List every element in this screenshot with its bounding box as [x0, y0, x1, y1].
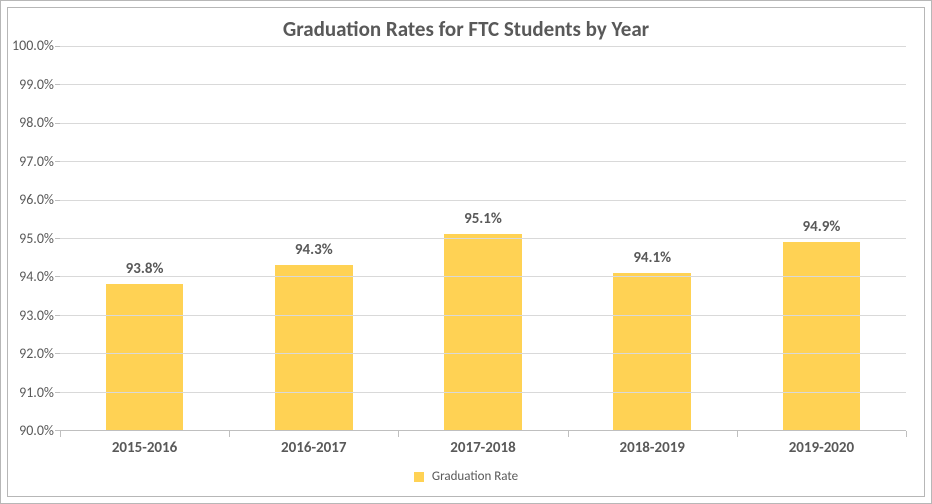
x-tick-label: 2015-2016 — [60, 439, 229, 457]
x-axis: 2015-20162016-20172017-20182018-20192019… — [8, 431, 924, 457]
grid-line — [60, 353, 906, 354]
x-tick-label: 2016-2017 — [229, 439, 398, 457]
bar: 94.9% — [783, 242, 861, 430]
grid-line — [60, 161, 906, 162]
grid-line — [60, 238, 906, 239]
y-tick-mark — [55, 200, 60, 201]
x-tick-mark — [398, 431, 399, 437]
grid-line — [60, 123, 906, 124]
x-tick-mark — [60, 431, 61, 437]
grid-line — [60, 200, 906, 201]
y-tick-mark — [55, 392, 60, 393]
bar-data-label: 94.9% — [803, 218, 841, 236]
y-tick-mark — [55, 276, 60, 277]
chart-title: Graduation Rates for FTC Students by Yea… — [8, 8, 924, 46]
y-tick-mark — [55, 46, 60, 47]
y-tick-mark — [55, 238, 60, 239]
x-axis-ticks: 2015-20162016-20172017-20182018-20192019… — [60, 439, 906, 457]
grid-line — [60, 46, 906, 47]
x-tick-label: 2018-2019 — [568, 439, 737, 457]
bar-data-label: 94.1% — [633, 249, 671, 267]
y-tick-mark — [55, 353, 60, 354]
legend-swatch — [414, 472, 424, 482]
grid-line — [60, 392, 906, 393]
y-tick-mark — [55, 161, 60, 162]
x-tick-mark — [568, 431, 569, 437]
plot-area: 93.8% 94.3% 95.1% 94.1% 94.9% — [60, 46, 906, 431]
bar-data-label: 95.1% — [464, 210, 502, 228]
x-tick-label: 2017-2018 — [398, 439, 567, 457]
plot-wrap: 100.0%99.0%98.0%97.0%96.0%95.0%94.0%93.0… — [8, 46, 924, 431]
bar: 93.8% — [106, 284, 184, 430]
y-tick-mark — [55, 315, 60, 316]
bar: 94.3% — [275, 265, 353, 430]
y-tick-mark — [55, 84, 60, 85]
x-tick-label: 2019-2020 — [737, 439, 906, 457]
grid-line — [60, 276, 906, 277]
bar-data-label: 93.8% — [126, 260, 164, 278]
y-axis: 100.0%99.0%98.0%97.0%96.0%95.0%94.0%93.0… — [12, 46, 60, 431]
legend-label: Graduation Rate — [432, 469, 518, 484]
bar: 94.1% — [613, 273, 691, 430]
grid-line — [60, 84, 906, 85]
grid-line — [60, 315, 906, 316]
x-tick-mark — [906, 431, 907, 437]
x-tick-mark — [229, 431, 230, 437]
y-tick-mark — [55, 123, 60, 124]
x-axis-spacer — [12, 439, 60, 457]
chart-container: Graduation Rates for FTC Students by Yea… — [7, 7, 925, 497]
bar-data-label: 94.3% — [295, 241, 333, 259]
legend: Graduation Rate — [8, 457, 924, 496]
x-tick-mark — [737, 431, 738, 437]
chart-outer-border: Graduation Rates for FTC Students by Yea… — [0, 0, 932, 504]
bar: 95.1% — [444, 234, 522, 430]
